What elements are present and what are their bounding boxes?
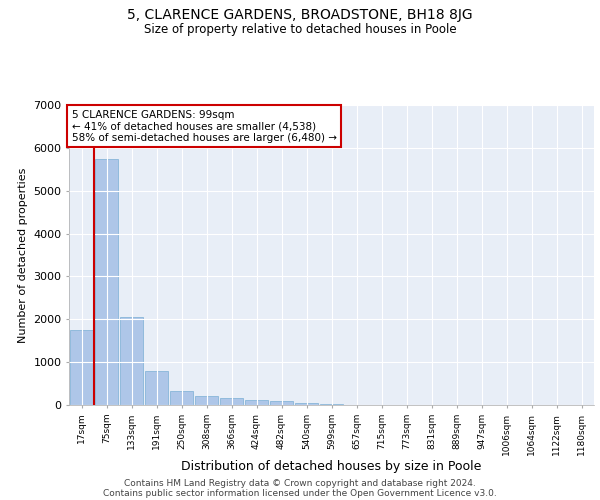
Y-axis label: Number of detached properties: Number of detached properties bbox=[17, 168, 28, 342]
Bar bbox=[95, 158, 118, 405]
Bar bbox=[145, 370, 169, 405]
Bar bbox=[245, 400, 268, 405]
Bar bbox=[194, 396, 218, 405]
Text: 5, CLARENCE GARDENS, BROADSTONE, BH18 8JG: 5, CLARENCE GARDENS, BROADSTONE, BH18 8J… bbox=[127, 8, 473, 22]
Bar bbox=[170, 391, 193, 405]
Bar bbox=[269, 401, 293, 405]
Bar bbox=[295, 402, 319, 405]
X-axis label: Distribution of detached houses by size in Poole: Distribution of detached houses by size … bbox=[181, 460, 482, 473]
Bar bbox=[119, 317, 143, 405]
Bar bbox=[220, 398, 244, 405]
Text: Size of property relative to detached houses in Poole: Size of property relative to detached ho… bbox=[143, 22, 457, 36]
Bar bbox=[320, 404, 343, 405]
Text: Contains HM Land Registry data © Crown copyright and database right 2024.: Contains HM Land Registry data © Crown c… bbox=[124, 478, 476, 488]
Bar bbox=[70, 330, 94, 405]
Text: 5 CLARENCE GARDENS: 99sqm
← 41% of detached houses are smaller (4,538)
58% of se: 5 CLARENCE GARDENS: 99sqm ← 41% of detac… bbox=[71, 110, 337, 142]
Text: Contains public sector information licensed under the Open Government Licence v3: Contains public sector information licen… bbox=[103, 488, 497, 498]
